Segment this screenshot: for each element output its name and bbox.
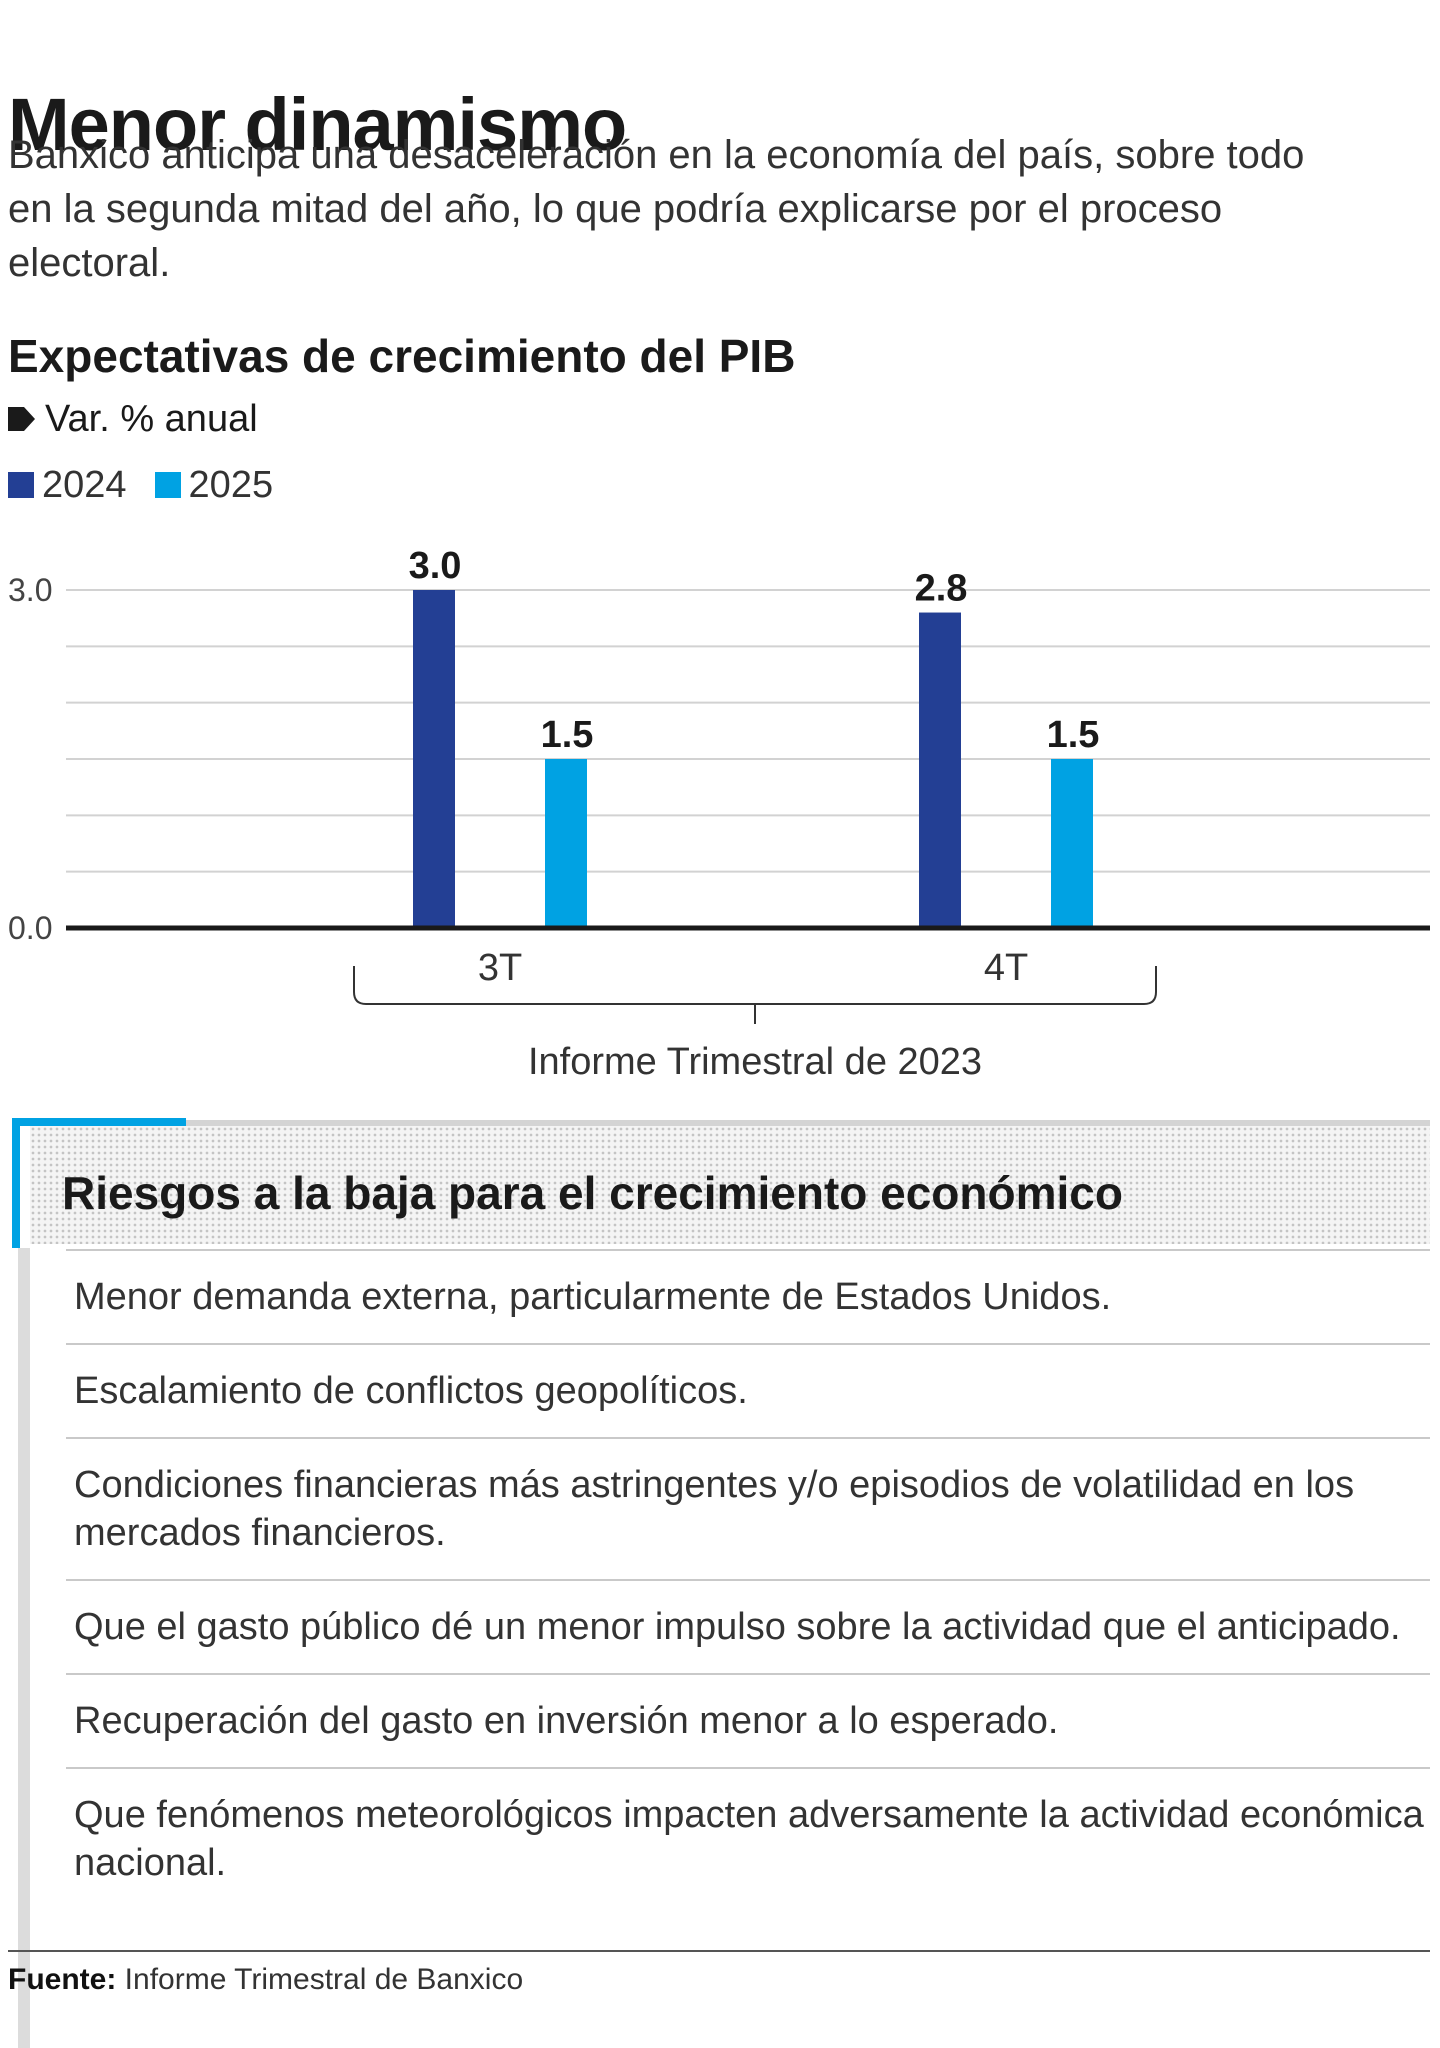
footer-rule — [8, 1950, 1430, 1952]
risks-panel — [12, 1118, 1430, 2048]
unit-row: Var. % anual — [8, 400, 258, 438]
risk-item: Recuperación del gasto en inversión meno… — [66, 1673, 1430, 1767]
source-text: Informe Trimestral de Banxico — [124, 1963, 524, 1996]
x-group-label: Informe Trimestral de 2023 — [528, 1041, 982, 1083]
panel-left-rule — [18, 1248, 30, 2048]
risks-list: Menor demanda externa, particularmente d… — [66, 1249, 1430, 1909]
risk-item: Condiciones financieras más astringentes… — [66, 1437, 1430, 1579]
chart-legend: 2024 2025 — [8, 466, 301, 504]
panel-top-rule — [186, 1120, 1430, 1126]
bar-2025-4T — [1051, 759, 1093, 928]
bar-chart: 3.0 0.0 3.0 1.5 3T 2.8 1.5 4T Informe Trimestral… — [8, 545, 1430, 1083]
risks-title: Riesgos a la baja para el crecimiento ec… — [62, 1167, 1123, 1219]
bar-2025-3T — [545, 759, 587, 928]
legend-swatch-2025 — [154, 472, 181, 498]
x-tick-label: 3T — [478, 947, 522, 989]
data-label: 1.5 — [1047, 714, 1100, 756]
data-label: 2.8 — [915, 568, 968, 610]
bar-2024-4T — [919, 612, 961, 928]
dek: Banxico anticipa una desaceleración en l… — [8, 133, 1305, 285]
risk-item: Menor demanda externa, particularmente d… — [66, 1249, 1430, 1343]
bar-2024-3T — [413, 590, 455, 928]
source-line: Fuente: Informe Trimestral de Banxico — [8, 1965, 523, 1995]
unit-label: Var. % anual — [45, 398, 258, 440]
accent-bar-left — [12, 1118, 20, 1248]
category-bracket — [353, 966, 1157, 1005]
y-tick-label: 3.0 — [8, 572, 52, 608]
legend-swatch-2024 — [8, 472, 34, 498]
data-label: 1.5 — [541, 714, 594, 756]
tag-marker-icon — [8, 407, 35, 431]
x-tick-label: 4T — [984, 947, 1028, 989]
y-tick-label: 0.0 — [8, 910, 52, 946]
headline: Menor dinamismo — [8, 82, 627, 166]
legend-item-2025: 2025 — [154, 464, 274, 506]
risk-item: Que el gasto público dé un menor impulso… — [66, 1579, 1430, 1673]
source-label: Fuente: — [8, 1963, 117, 1996]
risk-item: Que fenómenos meteorológicos impacten ad… — [66, 1767, 1430, 1909]
data-label: 3.0 — [409, 545, 462, 587]
legend-item-2024: 2024 — [8, 466, 127, 504]
accent-bar-top — [12, 1118, 186, 1126]
legend-label-2025: 2025 — [188, 464, 274, 506]
risks-header-pattern — [30, 1126, 1430, 1244]
legend-label-2024: 2024 — [42, 464, 127, 506]
chart-title: Expectativas de crecimiento del PIB — [8, 330, 796, 382]
risk-item: Escalamiento de conflictos geopolíticos. — [66, 1343, 1430, 1437]
